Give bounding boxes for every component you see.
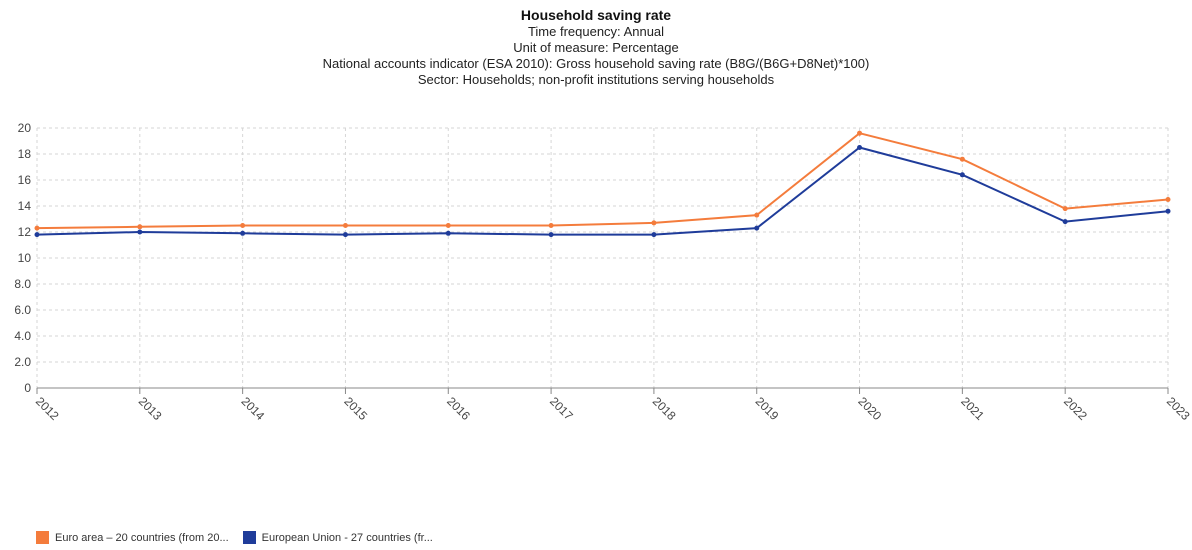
data-point [1062,206,1068,212]
legend-item-eu27[interactable]: European Union - 27 countries (fr... [242,531,433,544]
data-point [548,223,554,228]
series-line-0 [36,132,1169,230]
y-tick-label: 4.0 [14,329,31,343]
data-point [651,220,657,226]
legend-swatch-euro-area [36,531,49,544]
x-tick-label: 2012 [33,394,62,423]
line-chart: 0 2.0 4.0 6.0 8.0 10 12 14 16 18 20 2012 2013 2014 201… [14,121,1192,423]
x-tick-label: 2019 [753,394,782,423]
x-tick-label: 2021 [958,394,987,423]
chart-legend: Euro area – 20 countries (from 20... Eur… [36,531,433,544]
data-point [857,145,863,150]
legend-item-euro-area[interactable]: Euro area – 20 countries (from 20... [36,531,229,544]
data-point [34,225,40,231]
data-point [959,156,965,162]
data-point [754,225,760,231]
x-tick-label: 2018 [650,394,679,423]
data-point [445,230,451,236]
data-point [240,223,246,228]
y-tick-label: 16 [18,173,32,187]
data-point [137,229,143,235]
data-point [857,130,863,136]
x-tick-label: 2015 [341,394,370,423]
legend-label-eu27: European Union - 27 countries (fr... [261,531,433,544]
data-point [959,172,965,178]
x-tick-label: 2016 [444,394,473,423]
x-tick-label: 2022 [1061,394,1090,423]
y-tick-label: 20 [18,121,32,135]
data-point [445,223,451,228]
x-tick-label: 2014 [239,394,268,423]
data-point [548,232,554,238]
y-tick-label: 6.0 [14,303,31,317]
y-tick-label: 8.0 [14,277,31,291]
legend-label-euro-area: Euro area – 20 countries (from 20... [55,531,229,544]
x-tick-label: 2013 [136,394,165,423]
data-point [1165,197,1171,202]
chart-header: Household saving rate Time frequency: An… [0,6,1192,88]
x-tick-label: 2017 [547,394,576,423]
data-point [1062,219,1068,225]
data-point [137,224,143,230]
data-point [651,232,657,238]
y-tick-label: 10 [18,251,32,265]
x-tick-label: 2020 [855,394,884,423]
legend-swatch-eu27 [242,531,256,544]
x-tick-label: 2023 [1164,394,1192,423]
chart-subtitle-3: National accounts indicator (ESA 2010): … [322,56,870,71]
y-tick-label: 0 [24,381,31,395]
data-point [34,232,40,238]
data-point [754,212,760,218]
y-tick-label: 14 [18,199,32,213]
data-point [342,223,348,228]
data-point [1165,208,1171,214]
chart-subtitle-2: Unit of measure: Percentage [513,40,679,55]
series-line-1 [36,146,1169,236]
y-tick-label: 18 [18,147,32,161]
y-tick-label: 12 [18,225,32,239]
data-point [342,232,348,238]
chart-subtitle-1: Time frequency: Annual [527,24,665,39]
chart-title: Household saving rate [520,7,672,23]
chart-subtitle-4: Sector: Households; non-profit instituti… [417,72,775,87]
data-point [240,230,246,236]
y-tick-label: 2.0 [14,355,31,369]
